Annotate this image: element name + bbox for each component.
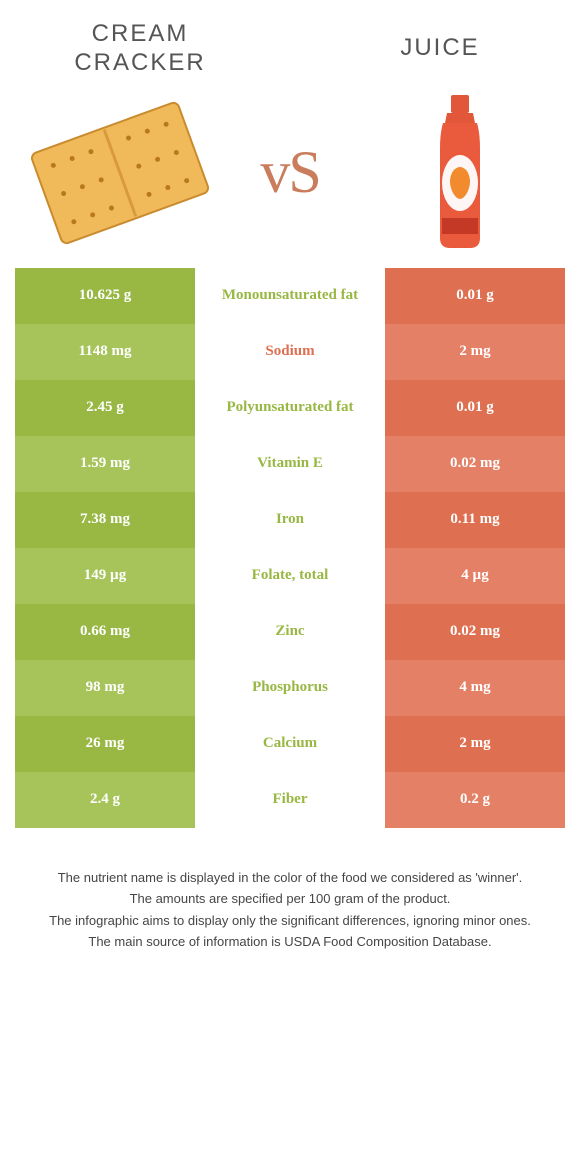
nutrient-label-cell: Polyunsaturated fat [195,380,385,436]
left-value-cell: 98 mg [15,660,195,716]
cracker-icon [28,98,213,247]
left-value-cell: 2.45 g [15,380,195,436]
images-row: vS [0,88,580,268]
footer-notes: The nutrient name is displayed in the co… [0,828,580,952]
left-food-title: CREAM CRACKER [40,20,240,78]
nutrient-row: 98 mgPhosphorus4 mg [15,660,565,716]
nutrient-row: 1.59 mgVitamin E0.02 mg [15,436,565,492]
nutrient-row: 149 µgFolate, total4 µg [15,548,565,604]
left-value-cell: 1.59 mg [15,436,195,492]
footer-line: The nutrient name is displayed in the co… [30,868,550,888]
nutrient-label-cell: Phosphorus [195,660,385,716]
footer-line: The infographic aims to display only the… [30,911,550,931]
right-value-cell: 4 µg [385,548,565,604]
header: CREAM CRACKER JUICE [0,0,580,88]
nutrient-label-cell: Folate, total [195,548,385,604]
nutrient-row: 2.45 gPolyunsaturated fat0.01 g [15,380,565,436]
right-value-cell: 0.2 g [385,772,565,828]
right-value-cell: 0.02 mg [385,436,565,492]
left-value-cell: 1148 mg [15,324,195,380]
nutrient-label-cell: Zinc [195,604,385,660]
right-value-cell: 2 mg [385,324,565,380]
vs-label: vS [260,138,319,207]
right-food-title: JUICE [340,34,540,63]
footer-line: The main source of information is USDA F… [30,932,550,952]
bottle-icon [425,93,495,253]
nutrient-label-cell: Iron [195,492,385,548]
right-food-image [370,98,550,248]
nutrient-row: 7.38 mgIron0.11 mg [15,492,565,548]
nutrient-label-cell: Calcium [195,716,385,772]
left-value-cell: 26 mg [15,716,195,772]
footer-line: The amounts are specified per 100 gram o… [30,889,550,909]
nutrient-label-cell: Vitamin E [195,436,385,492]
right-value-cell: 0.01 g [385,268,565,324]
nutrient-table: 10.625 gMonounsaturated fat0.01 g1148 mg… [15,268,565,828]
nutrient-label-cell: Fiber [195,772,385,828]
left-value-cell: 2.4 g [15,772,195,828]
right-value-cell: 4 mg [385,660,565,716]
right-value-cell: 0.11 mg [385,492,565,548]
nutrient-row: 1148 mgSodium2 mg [15,324,565,380]
left-food-image [30,98,210,248]
left-value-cell: 10.625 g [15,268,195,324]
nutrient-row: 2.4 gFiber0.2 g [15,772,565,828]
right-value-cell: 0.02 mg [385,604,565,660]
right-value-cell: 2 mg [385,716,565,772]
left-value-cell: 0.66 mg [15,604,195,660]
nutrient-label-cell: Sodium [195,324,385,380]
nutrient-row: 26 mgCalcium2 mg [15,716,565,772]
right-value-cell: 0.01 g [385,380,565,436]
nutrient-row: 0.66 mgZinc0.02 mg [15,604,565,660]
nutrient-label-cell: Monounsaturated fat [195,268,385,324]
left-value-cell: 7.38 mg [15,492,195,548]
nutrient-row: 10.625 gMonounsaturated fat0.01 g [15,268,565,324]
left-value-cell: 149 µg [15,548,195,604]
